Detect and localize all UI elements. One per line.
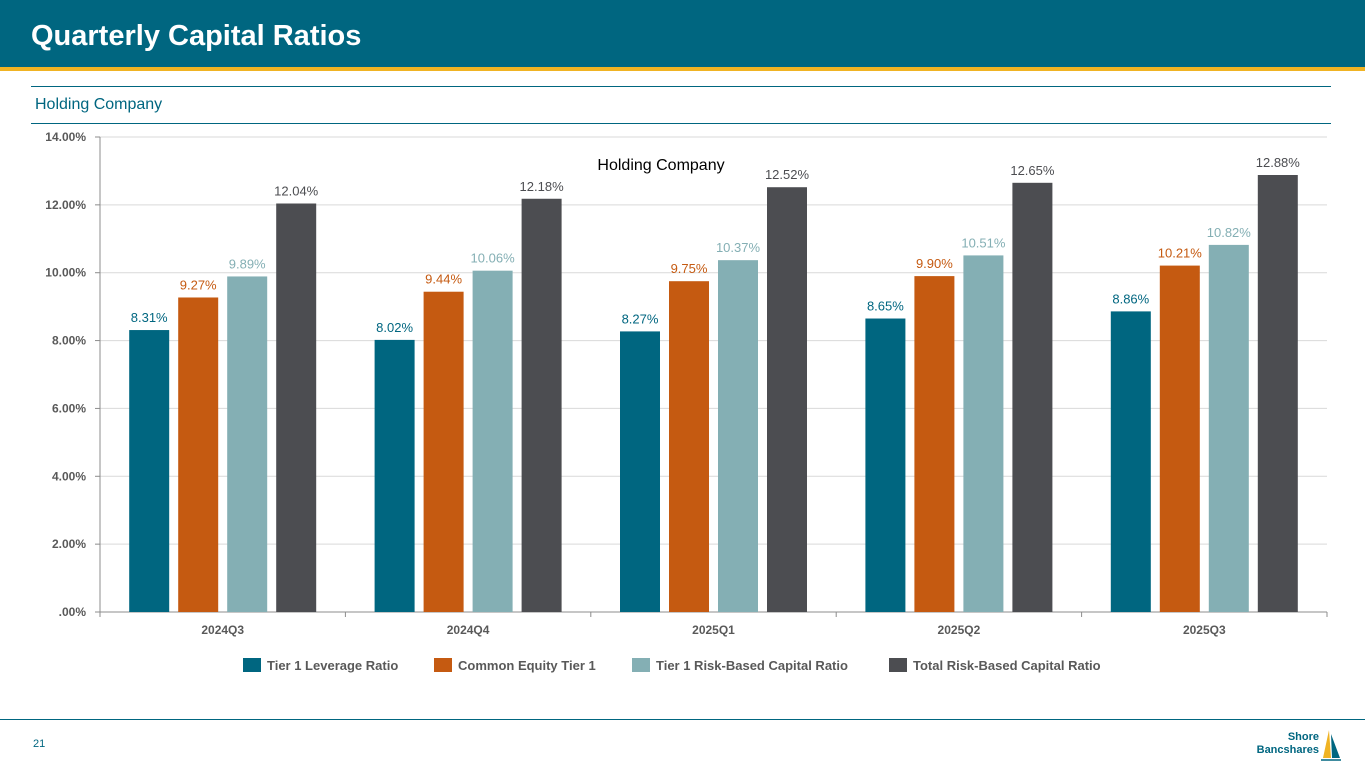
- legend-label: Total Risk-Based Capital Ratio: [913, 658, 1101, 673]
- legend-swatch: [632, 658, 650, 672]
- y-tick-label: 10.00%: [45, 266, 86, 280]
- header-bar: [0, 0, 1365, 67]
- bar-3: [767, 187, 807, 612]
- chart-title: Holding Company: [597, 157, 724, 174]
- bar-2: [963, 255, 1004, 613]
- data-label: 12.04%: [274, 184, 319, 199]
- section-rule-top: [31, 86, 1331, 87]
- page-number: 21: [33, 738, 46, 750]
- data-label: 10.37%: [716, 240, 761, 255]
- legend-swatch: [243, 658, 261, 672]
- data-label: 8.86%: [1112, 291, 1149, 306]
- bar-2: [472, 270, 513, 612]
- x-tick-label: 2024Q3: [201, 623, 244, 637]
- logo-line-1: Shore: [1287, 731, 1319, 743]
- x-tick-label: 2025Q2: [938, 623, 981, 637]
- bar-0: [374, 339, 415, 612]
- bar-1: [423, 291, 464, 612]
- data-label: 9.44%: [425, 272, 462, 287]
- bar-2: [718, 260, 758, 612]
- bar-3: [521, 198, 562, 612]
- bar-0: [865, 318, 906, 612]
- data-label: 8.27%: [622, 311, 659, 326]
- bar-3: [1012, 182, 1053, 612]
- bar-3: [1257, 175, 1298, 612]
- data-label: 12.88%: [1256, 155, 1301, 170]
- bar-chart: .00% 2.00% 4.00% 6.00% 8.00% 10.00% 12.00% 14.0…: [45, 130, 1328, 673]
- sail-icon: [1321, 730, 1341, 761]
- legend-swatch: [889, 658, 907, 672]
- bar-1: [178, 297, 219, 612]
- x-tick-label: 2025Q1: [692, 623, 735, 637]
- data-label: 9.89%: [229, 256, 266, 271]
- data-label: 9.75%: [671, 261, 708, 276]
- bar-2: [1208, 244, 1249, 612]
- logo-text: Shore Bancshares: [1257, 731, 1319, 757]
- bar-1: [914, 276, 955, 612]
- data-label: 9.27%: [180, 277, 217, 292]
- data-label: 8.02%: [376, 320, 413, 335]
- data-label: 12.52%: [765, 167, 810, 182]
- bar-0: [129, 330, 170, 612]
- data-label: 12.18%: [520, 179, 565, 194]
- data-label: 9.90%: [916, 256, 953, 271]
- bar-1: [669, 281, 709, 612]
- section-rule-bottom: [31, 123, 1331, 124]
- footer-rule: [0, 719, 1365, 720]
- bar-2: [227, 276, 268, 612]
- legend-label: Tier 1 Leverage Ratio: [267, 658, 398, 673]
- x-tick-label: 2025Q3: [1183, 623, 1226, 637]
- data-label: 10.51%: [961, 235, 1006, 250]
- bar-1: [1159, 265, 1200, 612]
- data-label: 12.65%: [1010, 163, 1055, 178]
- company-logo: Shore Bancshares: [1255, 728, 1345, 764]
- section-subtitle: Holding Company: [35, 96, 163, 113]
- legend-label: Common Equity Tier 1: [458, 658, 596, 673]
- header-accent-stripe: [0, 67, 1365, 71]
- bar-0: [1110, 311, 1151, 612]
- data-label: 10.06%: [471, 251, 516, 266]
- y-tick-label: .00%: [59, 605, 87, 619]
- x-tick-label: 2024Q4: [447, 623, 490, 637]
- y-tick-label: 12.00%: [45, 198, 86, 212]
- legend-label: Tier 1 Risk-Based Capital Ratio: [656, 658, 848, 673]
- y-tick-label: 6.00%: [52, 401, 86, 415]
- bar-0: [620, 331, 660, 612]
- y-tick-label: 2.00%: [52, 537, 86, 551]
- y-tick-label: 14.00%: [45, 130, 86, 144]
- y-tick-label: 8.00%: [52, 334, 86, 348]
- page-title: Quarterly Capital Ratios: [31, 20, 362, 52]
- data-label: 8.31%: [131, 310, 168, 325]
- data-label: 8.65%: [867, 299, 904, 314]
- y-tick-label: 4.00%: [52, 469, 86, 483]
- logo-line-2: Bancshares: [1256, 744, 1319, 756]
- data-label: 10.21%: [1158, 246, 1203, 261]
- data-label: 10.82%: [1207, 225, 1252, 240]
- legend-swatch: [434, 658, 452, 672]
- bar-3: [276, 203, 317, 612]
